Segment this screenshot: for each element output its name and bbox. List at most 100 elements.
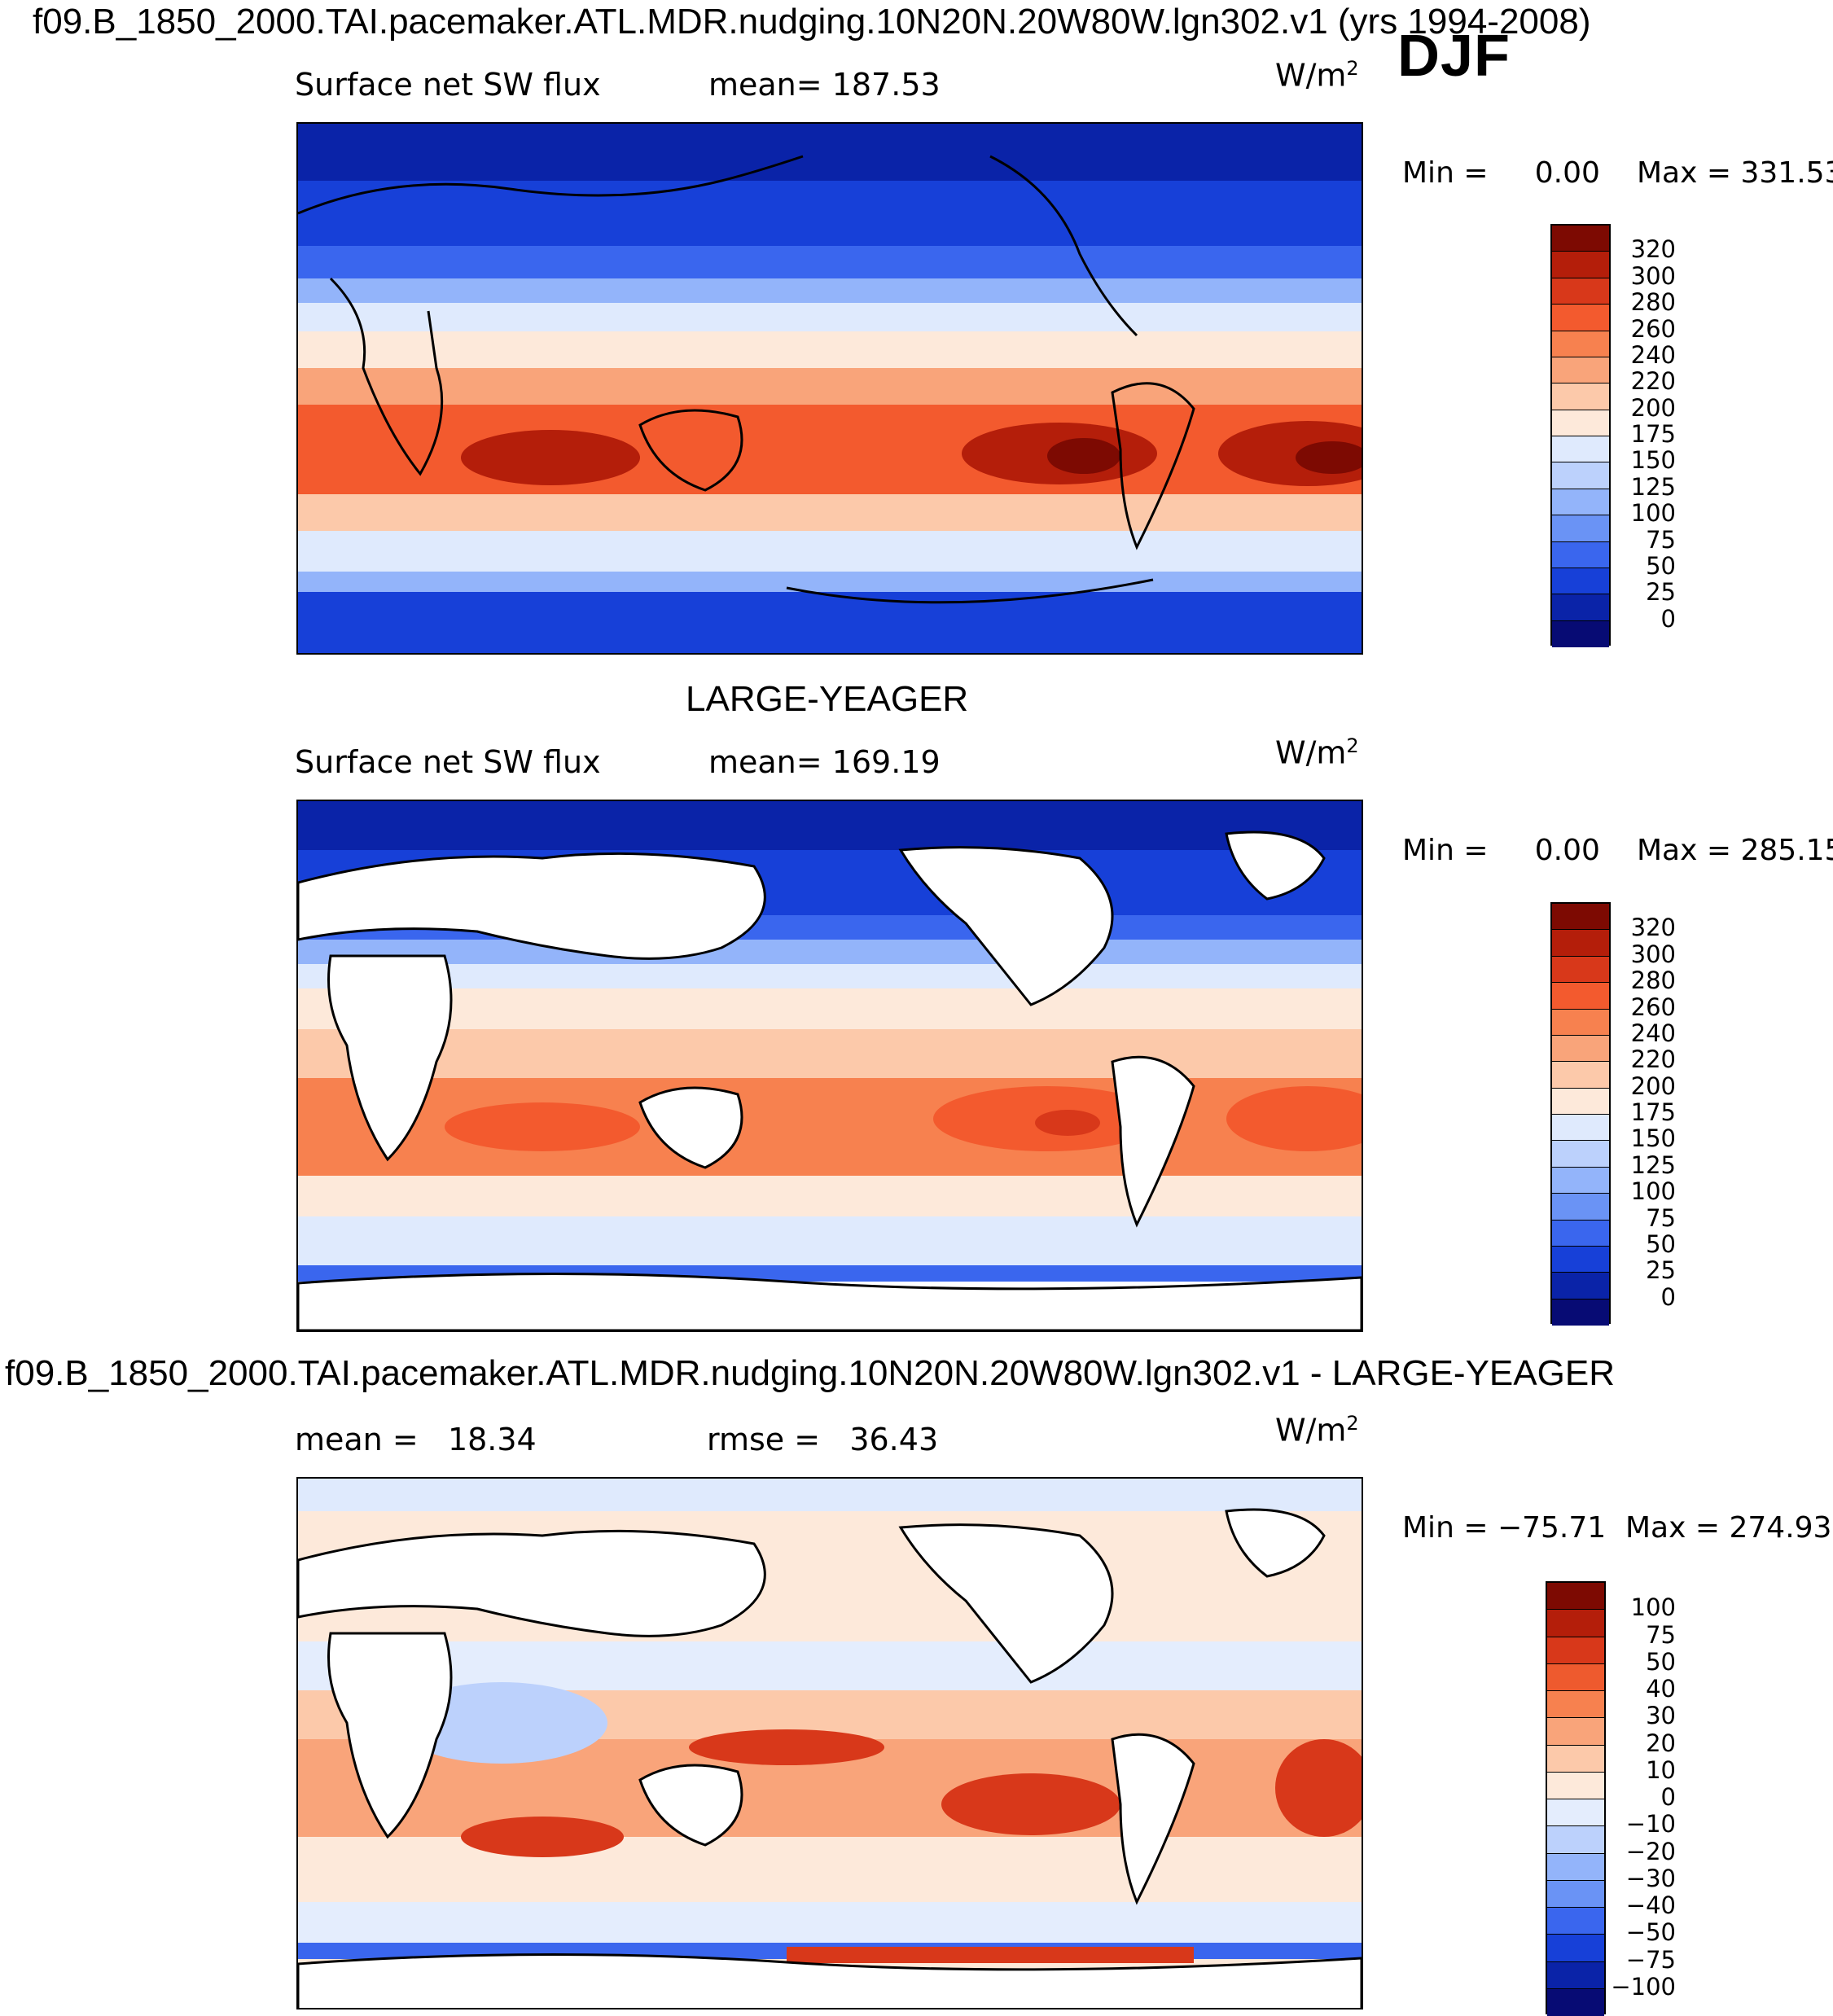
panel3-map [296, 1477, 1363, 2009]
panel3-mean-label: mean = [295, 1422, 419, 1457]
panel2-land-eurasia [298, 852, 766, 960]
panel3-min-value: −75.71 [1497, 1511, 1607, 1545]
colorbar-segment [1547, 1799, 1604, 1827]
colorbar-tick-label: 320 [1630, 235, 1676, 264]
panel3-band-n [298, 1641, 1362, 1690]
panel3-band-s4 [787, 1947, 1194, 1963]
colorbar-tick-label: 0 [1660, 604, 1676, 633]
panel2-land [298, 831, 1362, 1330]
panel2-land-greenland [1225, 831, 1326, 901]
colorbar-segment [1547, 1908, 1604, 1935]
colorbar-tick-label: 20 [1646, 1729, 1676, 1757]
colorbar-segment [1552, 489, 1609, 516]
colorbar-tick-label: 0 [1660, 1282, 1676, 1311]
colorbar-tick-label: −40 [1625, 1891, 1676, 1919]
colorbar-tick-label: 0 [1660, 1783, 1676, 1811]
panel1-units-sup: 2 [1346, 57, 1359, 80]
panel1-coast-samerica [1111, 382, 1195, 550]
colorbar-tick-label: 50 [1646, 1647, 1676, 1676]
panel2-band-trop2 [298, 1029, 1362, 1078]
colorbar-segment [1552, 1220, 1609, 1247]
panel3-units: W/m2 [1275, 1412, 1359, 1448]
panel1-max-label: Max = [1637, 156, 1732, 190]
panel2-max: Max = 285.15 [1637, 834, 1833, 867]
colorbar-tick-label: 220 [1630, 1045, 1676, 1074]
panel3-pos-wpac [689, 1729, 884, 1765]
panel1-band-sub [298, 405, 1362, 494]
panel2-mean-label: mean= [708, 744, 822, 780]
colorbar-tick-label: 125 [1630, 472, 1676, 501]
colorbar-segment [1552, 278, 1609, 305]
colorbar-segment [1552, 1035, 1609, 1063]
colorbar-segment [1552, 930, 1609, 957]
colorbar-segment [1552, 1088, 1609, 1115]
panel1-band-s2 [298, 531, 1362, 572]
colorbar-tick-label: −50 [1625, 1918, 1676, 1947]
panel1-map-svg [298, 124, 1362, 653]
panel2-band-s1 [298, 1176, 1362, 1216]
colorbar-segment [1552, 436, 1609, 463]
panel1-mean: mean= 187.53 [708, 67, 941, 103]
panel1-band-n2 [298, 278, 1362, 303]
colorbar-segment [1552, 383, 1609, 410]
colorbar-segment [1552, 1246, 1609, 1273]
panel1-coastlines [298, 155, 1195, 604]
panel1-mean-label: mean= [708, 67, 822, 103]
colorbar-segment [1547, 1961, 1604, 1989]
colorbar-tick-label: 75 [1646, 525, 1676, 554]
colorbar-segment [1547, 1718, 1604, 1746]
panel3-units-sup: 2 [1346, 1412, 1359, 1435]
panel3-rmse-label: rmse = [707, 1422, 821, 1457]
colorbar-tick-label: 125 [1630, 1150, 1676, 1179]
colorbar-segment [1547, 1880, 1604, 1908]
panel2-land-africa [327, 954, 453, 1162]
panel2-land-samerica [1111, 1055, 1195, 1228]
panel3-max-value: 274.93 [1729, 1511, 1832, 1545]
panel1-coast-namerica [989, 155, 1138, 337]
colorbar-tick-label: 175 [1630, 1098, 1676, 1126]
panel2-mean-value: 169.19 [831, 744, 941, 780]
colorbar-segment [1552, 515, 1609, 542]
panel1-max-value: 331.53 [1740, 156, 1833, 190]
colorbar-tick-label: −30 [1625, 1864, 1676, 1892]
colorbar-segment [1552, 357, 1609, 384]
panel1-band-antarctic [298, 592, 1362, 653]
colorbar-segment [1552, 305, 1609, 331]
panel1-map [296, 122, 1363, 655]
panel3-land-antarctica [298, 1952, 1362, 2008]
panel3-map-svg [298, 1479, 1362, 2008]
colorbar-tick-label: 150 [1630, 1124, 1676, 1153]
colorbar-segment [1552, 252, 1609, 278]
panel1-min-value: 0.00 [1534, 156, 1600, 190]
panel3-pos-pacific [941, 1773, 1120, 1835]
panel1-max: Max = 331.53 [1637, 156, 1833, 190]
colorbar-segment [1547, 1637, 1604, 1664]
colorbar-segment [1552, 1273, 1609, 1299]
panel2-map-svg [298, 801, 1362, 1330]
colorbar-tick-label: −10 [1625, 1810, 1676, 1839]
panel2-band-s2 [298, 1216, 1362, 1265]
colorbar-tick-label: 320 [1630, 914, 1676, 942]
colorbar-segment [1547, 1772, 1604, 1799]
panel1-units-text: W/m [1275, 57, 1347, 94]
colorbar-tick-label: 200 [1630, 393, 1676, 422]
panel1-coast-antarctica [786, 578, 1154, 604]
colorbar-segment [1552, 594, 1609, 621]
colorbar-tick-label: −75 [1625, 1945, 1676, 1974]
panel2-map [296, 800, 1363, 1332]
panel2-units-sup: 2 [1346, 734, 1359, 757]
colorbar-tick-label: 260 [1630, 314, 1676, 343]
colorbar-tick-label: 280 [1630, 288, 1676, 317]
colorbar-segment [1552, 568, 1609, 595]
panel2-units-text: W/m [1275, 734, 1347, 771]
colorbar-segment [1552, 620, 1609, 647]
panel2-min-value: 0.00 [1534, 834, 1600, 867]
panel2-band-trop1 [298, 988, 1362, 1029]
colorbar-segment [1547, 1583, 1604, 1611]
colorbar-segment [1552, 1141, 1609, 1168]
panel2-land-namerica [898, 846, 1114, 1006]
panel3-pos-atlantic [1275, 1739, 1362, 1837]
panel1-units: W/m2 [1275, 57, 1359, 94]
panel3-land-samerica [1111, 1733, 1195, 1905]
colorbar-tick-label: 50 [1646, 551, 1676, 580]
